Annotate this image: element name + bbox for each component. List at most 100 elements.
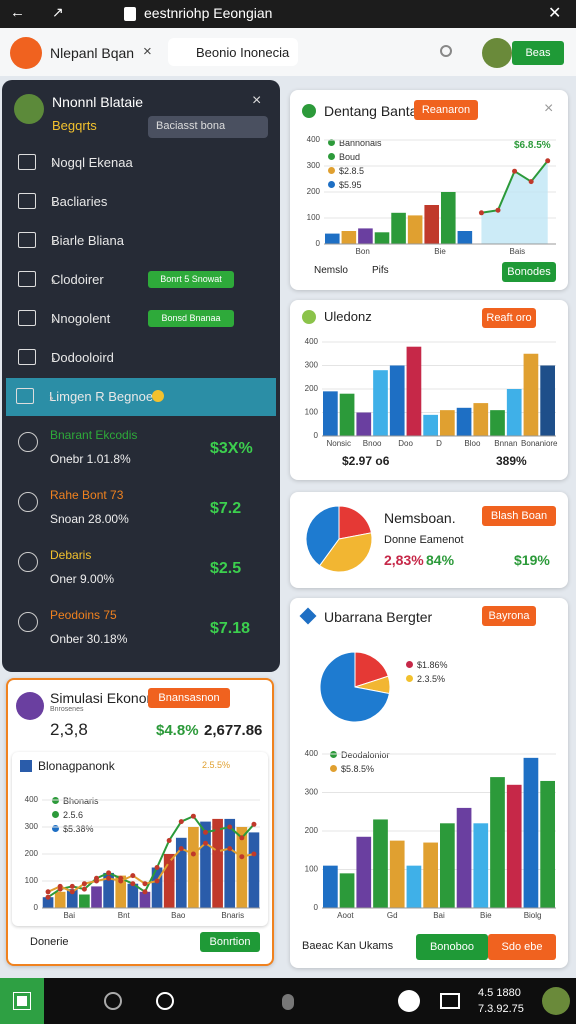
stat-name: Debaris [50, 548, 92, 562]
menu-item[interactable]: Clodoirer Bonrt 5 Snowat › [8, 261, 274, 299]
menu-icon [18, 349, 36, 365]
x-tick-label: Bnt [118, 911, 131, 920]
y-tick-label: 400 [25, 795, 39, 804]
app-icon[interactable] [398, 990, 420, 1012]
menu-item[interactable]: Limgen R Begnoes › [6, 378, 276, 416]
app-icon[interactable] [440, 993, 460, 1009]
button[interactable]: Blash Boan [482, 506, 556, 526]
button[interactable]: Bonodes [502, 262, 556, 282]
stat-icon [18, 492, 38, 512]
subtitle: Bnrosenes [50, 706, 84, 713]
bar [341, 231, 357, 244]
stat-item: Bnarant Ekcodis Onebr 1.01.8% $3X% [8, 422, 274, 478]
bar [200, 821, 211, 908]
search[interactable]: Baciasst bona [148, 116, 268, 138]
button[interactable]: Bonoboo [416, 934, 488, 960]
bar [151, 867, 163, 908]
close-icon[interactable]: ✕ [548, 5, 562, 22]
bar [389, 365, 405, 436]
legend-label: $1.86% [417, 660, 448, 670]
card: Nemsboan. Donne Eamenot 2,83% 84% $19% B… [290, 492, 568, 588]
app-icon[interactable] [282, 994, 294, 1010]
close[interactable]: × [544, 100, 554, 117]
back-icon[interactable]: ← [10, 4, 25, 21]
bar [212, 818, 223, 908]
menu-item[interactable]: Dodooloird › [8, 339, 274, 377]
bar [339, 873, 355, 908]
menu-item[interactable]: Nnogolent Bonsd Bnanaa › [8, 300, 274, 338]
point [215, 827, 221, 833]
button[interactable]: Reanaron [414, 100, 478, 120]
menu-item[interactable]: Bacliaries › [8, 183, 274, 221]
point [45, 894, 51, 900]
legend-item: Boud [328, 152, 428, 166]
button[interactable]: Bonrtion [200, 932, 260, 952]
bar [374, 232, 390, 244]
close[interactable]: × [252, 92, 262, 109]
footer: Donerie [30, 936, 69, 948]
logo[interactable] [10, 37, 42, 69]
menu-item[interactable]: Biarle Bliana › [8, 222, 274, 260]
app-icon[interactable] [156, 992, 174, 1010]
tab-close[interactable]: × [143, 43, 152, 60]
bar [473, 403, 489, 436]
avatar[interactable] [482, 38, 512, 68]
bar [389, 840, 405, 908]
icon [20, 760, 32, 772]
stat-name: Rahe Bont 73 [50, 488, 124, 502]
menu-label: Nogql Ekenaa [51, 155, 133, 170]
chart-panel: Blonagpanonk 2.5.5% Bhonaris 2.5.6 $5.38% … [12, 752, 268, 926]
subtitle: Donne Eamenot [384, 534, 464, 546]
menu-label: Biarle Bliana [51, 233, 124, 248]
menu-item[interactable]: Nogql Ekenaa › [8, 144, 274, 182]
y-tick-label: 100 [307, 213, 321, 222]
tab[interactable]: Beonio Inonecia [168, 38, 298, 66]
menu-icon [16, 388, 34, 404]
bar [323, 865, 338, 908]
legend-swatch [328, 153, 335, 160]
card: Uledonz Reaft oro 0 100 200 300 400 Nonsic Bno… [290, 300, 568, 480]
chevron: › [51, 194, 56, 210]
point [142, 881, 148, 887]
y-tick-label: 300 [305, 788, 319, 797]
button[interactable]: Bnansasnon [148, 688, 230, 708]
button[interactable]: Sdo ebe [488, 934, 556, 960]
point [239, 835, 245, 841]
x-tick-label: Bonaniore [521, 439, 558, 448]
icon: ↗ [52, 4, 64, 20]
tab-bar: Nlepanl Bqan × Beonio Inonecia Beas [0, 28, 576, 76]
pie-slice [354, 651, 389, 688]
point [215, 848, 221, 854]
legend-label: Boud [339, 152, 361, 162]
bar [490, 777, 505, 908]
point [495, 207, 501, 213]
point [106, 870, 112, 876]
bar [457, 231, 473, 244]
bar [456, 407, 472, 436]
tab[interactable]: Nlepanl Bqan [50, 45, 135, 61]
bell[interactable] [440, 45, 452, 57]
user-name: Nnonnl Blataie [52, 94, 144, 110]
stat-icon [18, 552, 38, 572]
bar [406, 865, 422, 908]
point [251, 851, 257, 857]
footer: $2.97 o6 [342, 454, 390, 468]
avatar[interactable] [542, 987, 570, 1015]
button[interactable]: Beas [512, 41, 564, 65]
legend-item: $5.38% [52, 824, 99, 838]
bar [391, 212, 406, 244]
point [178, 819, 184, 825]
bar [42, 897, 54, 908]
button[interactable]: Bayrona [482, 606, 536, 626]
point [154, 878, 160, 884]
menu-label: Limgen R Begnoes [49, 389, 160, 404]
pie [305, 505, 373, 573]
button[interactable]: Reaft oro [482, 308, 536, 328]
x-tick-label: Aoot [337, 911, 354, 920]
stat-item: Debaris Oner 9.00% $2.5 [8, 542, 274, 598]
legend-swatch [330, 765, 337, 772]
point [118, 878, 124, 884]
menu-icon [18, 271, 36, 287]
app-icon[interactable] [104, 992, 122, 1010]
